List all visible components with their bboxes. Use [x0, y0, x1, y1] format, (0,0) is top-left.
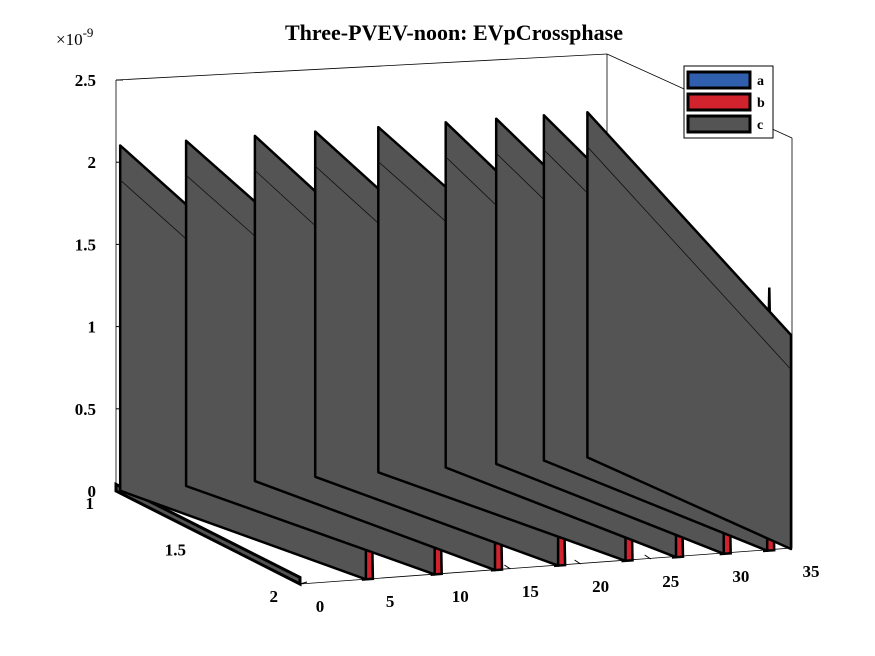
axis-exponent: ×10-9: [56, 25, 93, 49]
legend-label-b: b: [757, 96, 765, 111]
chart-title: Three-PVEV-noon: EVpCrossphase: [285, 20, 623, 45]
z-tick-label: 0: [88, 482, 97, 501]
series-c-face: [586, 110, 793, 551]
exponent-base: ×10: [56, 30, 83, 49]
z-tick-label: 1: [88, 318, 97, 337]
x-tick-label: 15: [522, 582, 539, 601]
series-c-sheet: [586, 110, 793, 551]
x-tick-label: 25: [662, 572, 679, 591]
y-tick-label: 2: [270, 587, 279, 606]
plot-area: [114, 110, 793, 587]
x-tick-label: 0: [316, 597, 325, 616]
x-tick-mark: [504, 564, 511, 570]
legend-swatch-b: [686, 92, 752, 112]
x-axis-line: [299, 547, 793, 585]
z-tick-label: 2.5: [75, 71, 96, 90]
z-tick-label: 1.5: [75, 235, 96, 254]
z-tick-label: 2: [88, 153, 97, 172]
x-tick-label: 10: [452, 587, 469, 606]
legend-swatch-c: [686, 114, 752, 134]
legend: abc: [683, 65, 774, 139]
y-tick-label: 1: [86, 494, 95, 513]
exponent-power: -9: [83, 25, 94, 40]
x-tick-label: 30: [732, 567, 749, 586]
x-tick-mark: [574, 559, 581, 565]
legend-swatch-a: [686, 70, 752, 90]
series-c-ridge: [587, 146, 792, 370]
back-top-edge: [115, 53, 608, 81]
z-tick-label: 0.5: [75, 400, 96, 419]
legend-label-a: a: [757, 74, 764, 89]
x-tick-label: 20: [592, 577, 609, 596]
x-tick-label: 35: [803, 562, 820, 581]
y-tick-label: 1.5: [165, 541, 186, 560]
z-axis: 0 0.5 1 1.5 2 2.5: [75, 71, 123, 501]
x-tick-mark: [644, 554, 651, 560]
series-c-baseline: [114, 481, 302, 587]
x-tick-label: 5: [386, 592, 395, 611]
legend-label-c: c: [757, 118, 763, 133]
